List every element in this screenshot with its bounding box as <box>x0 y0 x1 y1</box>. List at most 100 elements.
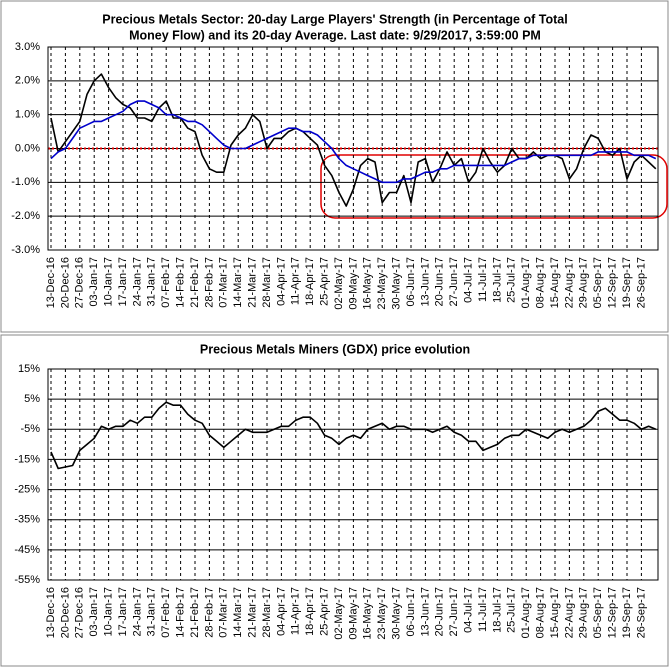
x-tick-label: 14-Feb-17 <box>175 257 187 308</box>
x-tick-label: 29-Aug-17 <box>578 587 590 638</box>
x-tick-label: 17-Jan-17 <box>117 587 129 637</box>
y-tick-label: -5% <box>20 423 40 435</box>
x-tick-label: 13-Dec-16 <box>45 587 57 638</box>
chart-title: Precious Metals Sector: 20-day Large Pla… <box>102 12 567 26</box>
x-tick-label: 18-Apr-17 <box>304 587 316 636</box>
x-tick-label: 13-Jun-17 <box>419 587 431 637</box>
x-tick-label: 04-Apr-17 <box>275 587 287 636</box>
x-tick-label: 10-Jan-17 <box>103 257 115 307</box>
y-tick-label: 5% <box>24 393 40 405</box>
x-tick-label: 28-Feb-17 <box>203 587 215 638</box>
y-tick-label: 15% <box>18 363 40 375</box>
x-tick-label: 11-Jul-17 <box>477 587 489 632</box>
x-tick-label: 12-Sep-17 <box>607 587 619 638</box>
x-tick-label: 13-Jun-17 <box>419 257 431 307</box>
x-tick-label: 30-May-17 <box>391 257 403 310</box>
x-tick-label: 14-Feb-17 <box>175 587 187 638</box>
x-tick-label: 07-Mar-17 <box>218 257 230 308</box>
x-tick-label: 18-Jul-17 <box>491 257 503 303</box>
x-tick-label: 25-Jul-17 <box>506 587 518 633</box>
y-tick-label: 1.0% <box>15 109 40 121</box>
x-tick-label: 01-Aug-17 <box>520 587 532 638</box>
x-tick-label: 22-Aug-17 <box>563 587 575 638</box>
plot-frame <box>47 46 659 251</box>
x-tick-label: 05-Sep-17 <box>592 587 604 638</box>
x-tick-label: 16-May-17 <box>362 257 374 310</box>
chart-title: Money Flow) and its 20-day Average. Last… <box>129 28 541 42</box>
y-tick-label: 0.0% <box>15 142 40 154</box>
x-tick-label: 19-Sep-17 <box>621 587 633 638</box>
x-tick-label: 20-Jun-17 <box>434 257 446 307</box>
x-tick-label: 14-Mar-17 <box>232 257 244 308</box>
x-tick-label: 17-Jan-17 <box>117 257 129 307</box>
y-tick-label: -15% <box>14 453 40 465</box>
x-tick-label: 20-Jun-17 <box>434 587 446 637</box>
y-tick-label: 2.0% <box>15 75 40 87</box>
x-tick-label: 21-Mar-17 <box>247 587 259 638</box>
x-tick-label: 06-Jun-17 <box>405 257 417 307</box>
x-tick-label: 21-Feb-17 <box>189 257 201 308</box>
x-tick-label: 26-Sep-17 <box>635 587 647 638</box>
y-tick-label: -25% <box>14 483 40 495</box>
series-line <box>50 401 657 470</box>
y-tick-label: -1.0% <box>11 176 40 188</box>
x-tick-label: 09-May-17 <box>347 587 359 640</box>
x-tick-label: 21-Mar-17 <box>247 257 259 308</box>
x-tick-label: 25-Apr-17 <box>319 257 331 306</box>
x-tick-label: 02-May-17 <box>333 257 345 310</box>
x-tick-label: 09-May-17 <box>347 257 359 310</box>
x-tick-label: 24-Jan-17 <box>131 587 143 637</box>
y-tick-label: 3.0% <box>15 41 40 53</box>
x-tick-label: 31-Jan-17 <box>146 587 158 637</box>
x-tick-label: 20-Dec-16 <box>59 587 71 638</box>
x-tick-label: 28-Mar-17 <box>261 257 273 308</box>
x-tick-label: 23-May-17 <box>376 257 388 310</box>
x-tick-label: 16-May-17 <box>362 587 374 640</box>
x-tick-label: 19-Sep-17 <box>621 257 633 308</box>
x-tick-label: 14-Mar-17 <box>232 587 244 638</box>
x-tick-label: 15-Aug-17 <box>549 587 561 638</box>
x-tick-label: 08-Aug-17 <box>535 257 547 308</box>
plot-frame <box>47 368 659 581</box>
x-tick-label: 26-Sep-17 <box>635 257 647 308</box>
x-tick-label: 30-May-17 <box>391 587 403 640</box>
y-tick-label: -55% <box>14 574 40 586</box>
x-tick-label: 11-Jul-17 <box>477 257 489 302</box>
x-tick-label: 06-Jun-17 <box>405 587 417 637</box>
x-tick-label: 13-Dec-16 <box>45 257 57 308</box>
x-tick-label: 02-May-17 <box>333 587 345 640</box>
x-tick-label: 27-Dec-16 <box>74 257 86 308</box>
x-tick-label: 11-Apr-17 <box>290 257 302 305</box>
chart-title: Precious Metals Miners (GDX) price evolu… <box>200 342 470 356</box>
y-tick-label: -35% <box>14 514 40 526</box>
y-tick-label: -2.0% <box>11 210 40 222</box>
x-tick-label: 27-Jun-17 <box>448 257 460 307</box>
x-tick-label: 25-Jul-17 <box>506 257 518 303</box>
x-tick-label: 20-Dec-16 <box>59 257 71 308</box>
x-tick-label: 07-Feb-17 <box>160 257 172 308</box>
x-tick-label: 27-Jun-17 <box>448 587 460 637</box>
x-tick-label: 05-Sep-17 <box>592 257 604 308</box>
panel-frame <box>0 0 669 333</box>
x-tick-label: 10-Jan-17 <box>103 587 115 637</box>
x-tick-label: 28-Feb-17 <box>203 257 215 308</box>
x-tick-label: 24-Jan-17 <box>131 257 143 307</box>
x-tick-label: 03-Jan-17 <box>88 257 100 307</box>
x-tick-label: 18-Jul-17 <box>491 587 503 633</box>
x-tick-label: 28-Mar-17 <box>261 587 273 638</box>
x-tick-label: 04-Jul-17 <box>463 257 475 303</box>
y-tick-label: -45% <box>14 544 40 556</box>
x-tick-label: 07-Mar-17 <box>218 587 230 638</box>
x-tick-label: 27-Dec-16 <box>74 587 86 638</box>
x-tick-label: 15-Aug-17 <box>549 257 561 308</box>
x-tick-label: 01-Aug-17 <box>520 257 532 308</box>
x-tick-label: 21-Feb-17 <box>189 587 201 638</box>
x-tick-label: 04-Jul-17 <box>463 587 475 633</box>
x-tick-label: 08-Aug-17 <box>535 587 547 638</box>
panel-frame <box>0 334 669 667</box>
x-tick-label: 04-Apr-17 <box>275 257 287 306</box>
x-tick-label: 03-Jan-17 <box>88 587 100 637</box>
x-tick-label: 07-Feb-17 <box>160 587 172 638</box>
x-tick-label: 25-Apr-17 <box>319 587 331 636</box>
